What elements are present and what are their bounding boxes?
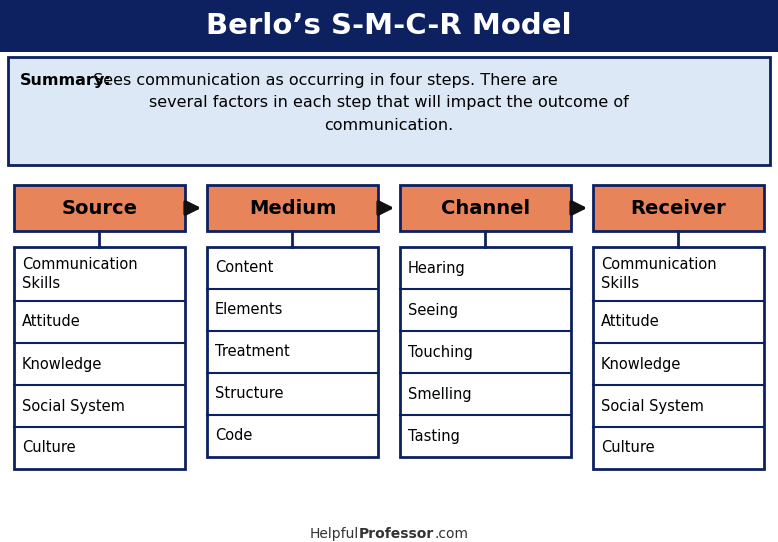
FancyBboxPatch shape — [400, 247, 571, 457]
Text: Structure: Structure — [215, 386, 283, 402]
Text: Seeing: Seeing — [408, 302, 458, 318]
Text: .com: .com — [434, 527, 468, 541]
Text: Social System: Social System — [22, 398, 125, 414]
Text: Medium: Medium — [249, 198, 336, 217]
Text: Tasting: Tasting — [408, 429, 460, 443]
FancyBboxPatch shape — [593, 247, 764, 469]
Text: Hearing: Hearing — [408, 261, 466, 275]
Text: Communication
Skills: Communication Skills — [601, 257, 717, 291]
Text: Touching: Touching — [408, 345, 473, 359]
FancyBboxPatch shape — [8, 57, 770, 165]
Text: Treatment: Treatment — [215, 345, 289, 359]
FancyBboxPatch shape — [207, 247, 378, 457]
FancyBboxPatch shape — [593, 185, 764, 231]
Text: Source: Source — [61, 198, 138, 217]
FancyBboxPatch shape — [14, 185, 185, 231]
Text: Culture: Culture — [22, 441, 75, 455]
Text: Receiver: Receiver — [631, 198, 727, 217]
Text: Knowledge: Knowledge — [22, 357, 103, 371]
Text: several factors in each step that will impact the outcome of: several factors in each step that will i… — [149, 95, 629, 111]
Text: Code: Code — [215, 429, 252, 443]
Text: Content: Content — [215, 261, 273, 275]
Text: Elements: Elements — [215, 302, 283, 318]
Text: Culture: Culture — [601, 441, 654, 455]
Text: communication.: communication. — [324, 118, 454, 132]
Text: Channel: Channel — [441, 198, 530, 217]
Text: Attitude: Attitude — [601, 314, 660, 330]
Text: Social System: Social System — [601, 398, 704, 414]
Text: Smelling: Smelling — [408, 386, 471, 402]
Text: Professor: Professor — [359, 527, 434, 541]
Text: Berlo’s S-M-C-R Model: Berlo’s S-M-C-R Model — [206, 12, 572, 40]
Text: Attitude: Attitude — [22, 314, 81, 330]
Text: Knowledge: Knowledge — [601, 357, 682, 371]
Text: Summary:: Summary: — [20, 74, 111, 88]
FancyBboxPatch shape — [14, 247, 185, 469]
FancyBboxPatch shape — [400, 185, 571, 231]
Text: Communication
Skills: Communication Skills — [22, 257, 138, 291]
Text: Helpful: Helpful — [310, 527, 359, 541]
FancyBboxPatch shape — [0, 0, 778, 52]
FancyBboxPatch shape — [207, 185, 378, 231]
Text: Sees communication as occurring in four steps. There are: Sees communication as occurring in four … — [88, 74, 558, 88]
